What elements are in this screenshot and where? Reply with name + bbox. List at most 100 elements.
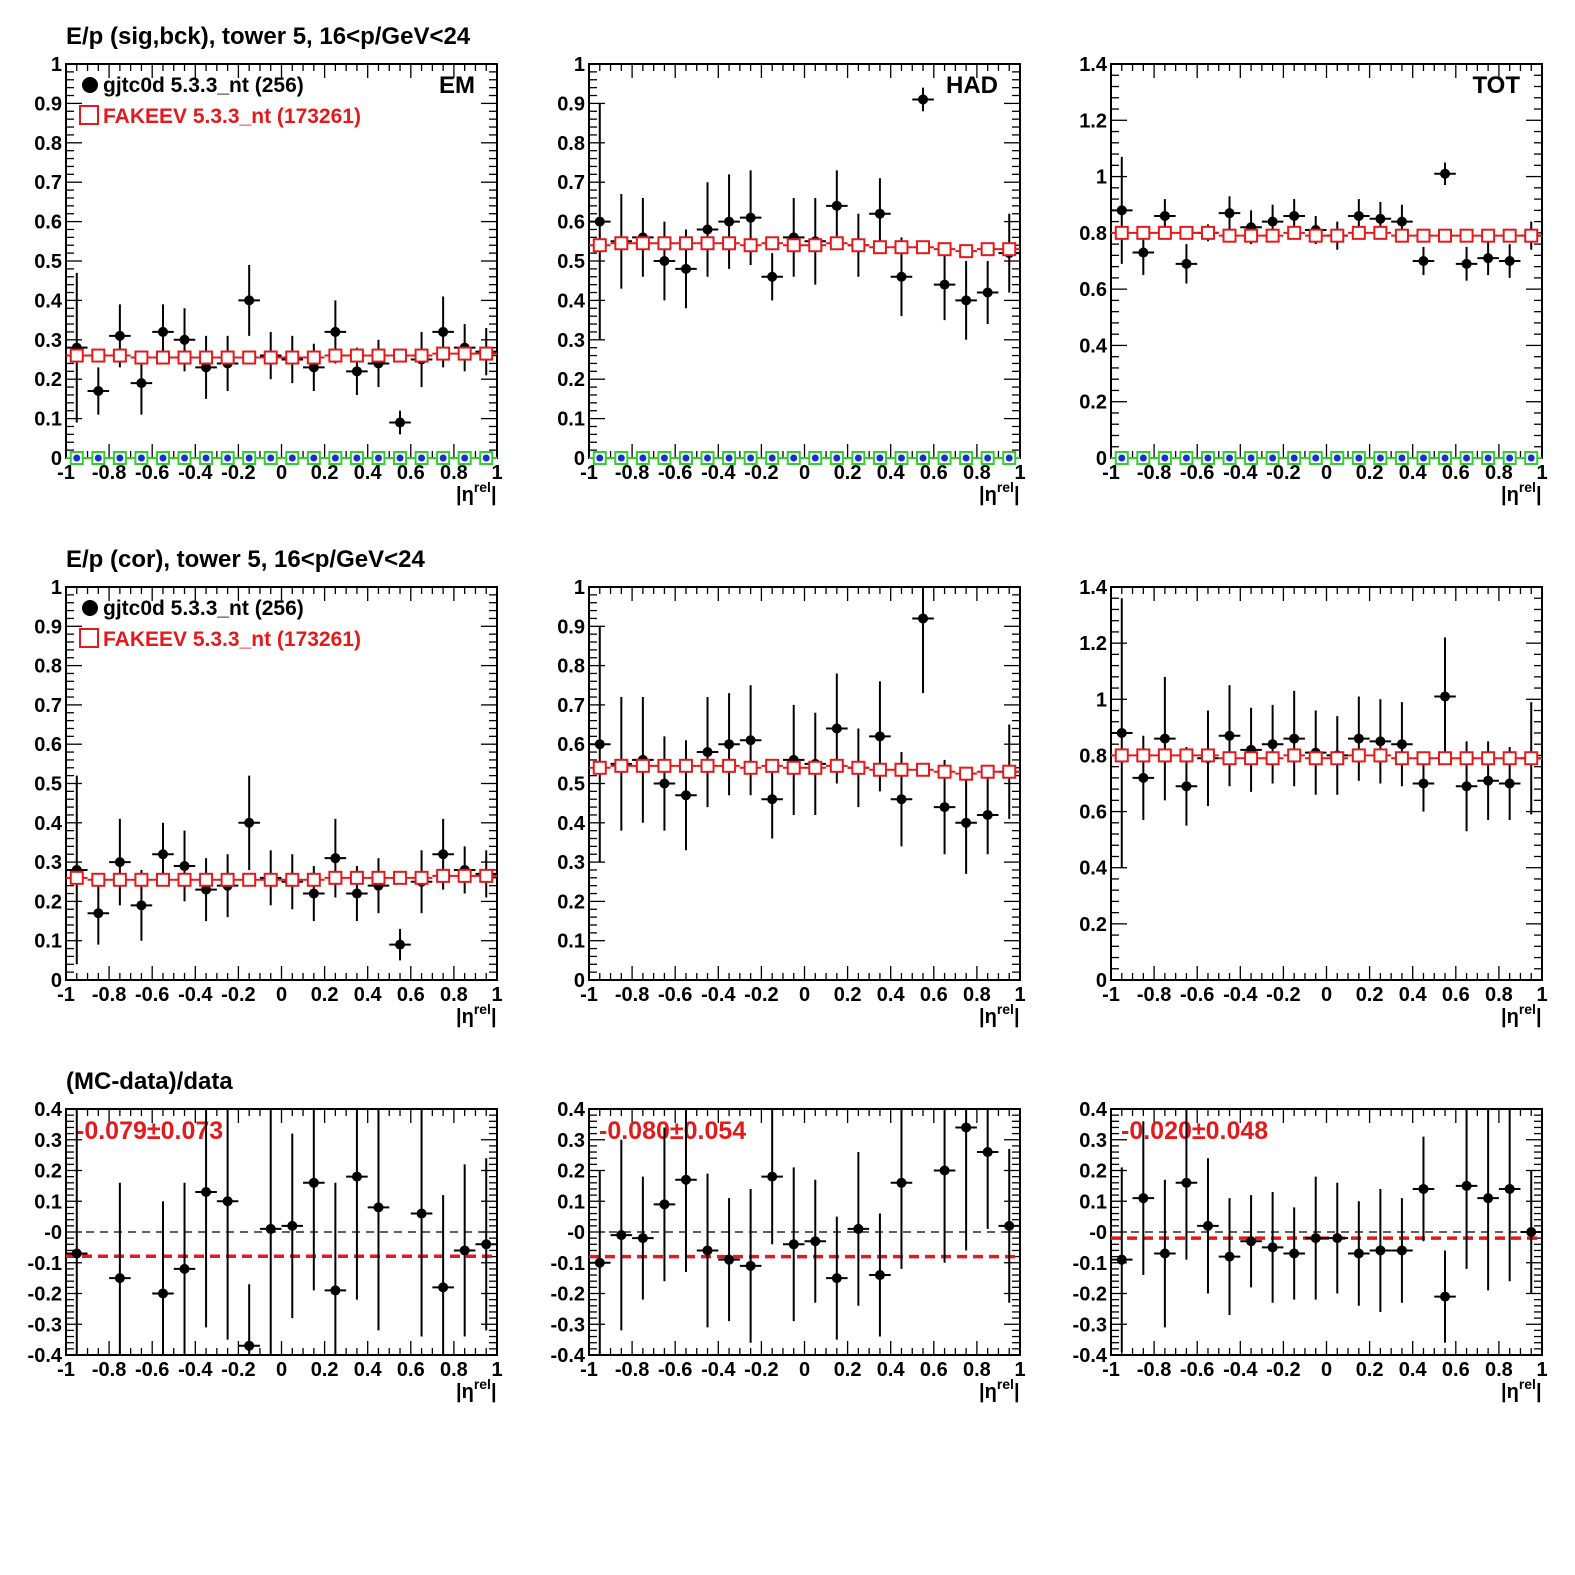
data-point: [1004, 1220, 1015, 1231]
x-tick-label: 0.6: [397, 462, 425, 484]
x-tick-label: -0.8: [1137, 1359, 1171, 1381]
data-point: [157, 1288, 168, 1299]
mc-point: [1351, 225, 1366, 240]
data-point: [1375, 1245, 1386, 1256]
bck-data-point: [439, 454, 447, 462]
series-fakeev: [66, 868, 497, 887]
x-tick-label: -1: [580, 1359, 598, 1381]
y-tick-label: 0.3: [34, 1130, 62, 1152]
data-point: [93, 908, 104, 919]
x-tick-label: -0.2: [1266, 462, 1300, 484]
series-fakeev: [1111, 748, 1542, 766]
x-axis-label-sup: rel: [474, 1001, 491, 1017]
x-axis-label-end: |: [1014, 484, 1020, 506]
x-tick-label: -0.6: [135, 1359, 169, 1381]
y-tick-label: 0.1: [34, 1191, 62, 1213]
mc-point: [743, 760, 758, 775]
bck-data-point: [639, 454, 647, 462]
y-tick-label: 1: [574, 577, 585, 599]
x-tick-label: -0.2: [1266, 1359, 1300, 1381]
data-point: [1418, 1183, 1429, 1194]
x-tick-label: -0.2: [744, 1359, 778, 1381]
panel-tot-cor: -1 -0.8 -0.6 -0.4 -0.2 0 0.2 0.4 0.6 0.8 1|ηrel|00…: [1079, 577, 1547, 1028]
x-tick-label: -0.2: [221, 1359, 255, 1381]
bck-data-point: [1355, 454, 1363, 462]
data-point: [1224, 208, 1235, 219]
x-tick-label: -0.6: [1180, 984, 1214, 1006]
bck-data-point: [245, 454, 253, 462]
data-point: [1310, 1233, 1321, 1244]
y-tick-label: 0.8: [557, 133, 585, 155]
data-point: [330, 326, 341, 337]
x-tick-label: -1: [57, 462, 75, 484]
data-point: [1353, 733, 1364, 744]
mc-point: [678, 236, 693, 251]
data-point: [788, 1239, 799, 1250]
y-tick-label: 0.6: [557, 734, 585, 756]
x-tick-label: -0.2: [744, 984, 778, 1006]
mc-point: [614, 758, 629, 773]
legend-marker-data: [82, 600, 98, 616]
y-tick-label: 0.6: [557, 212, 585, 234]
y-tick-label: 0.9: [557, 616, 585, 638]
data-point: [896, 271, 907, 282]
x-tick-label: 0.8: [440, 1359, 468, 1381]
legend-marker-mc: [79, 105, 99, 125]
mc-point: [700, 236, 715, 251]
x-tick-label: -0.8: [92, 984, 126, 1006]
data-point: [179, 334, 190, 345]
bck-data-point: [1506, 454, 1514, 462]
mc-point: [69, 870, 84, 885]
x-tick-label: 0: [799, 1359, 810, 1381]
y-tick-label: 0.8: [1079, 745, 1107, 767]
x-axis-label-base: |η: [979, 1381, 997, 1403]
data-point: [1396, 216, 1407, 227]
data-point: [71, 1248, 82, 1259]
x-tick-label: 0.6: [920, 462, 948, 484]
data-point: [93, 386, 104, 397]
data-point: [594, 739, 605, 750]
data-point: [939, 279, 950, 290]
mc-point: [635, 758, 650, 773]
data-point: [982, 809, 993, 820]
mc-point: [306, 872, 321, 887]
y-tick-label: 0.2: [34, 369, 62, 391]
bck-data-point: [1226, 454, 1234, 462]
mc-point: [1524, 751, 1539, 766]
bck-data-point: [1333, 454, 1341, 462]
x-tick-label: -1: [57, 1359, 75, 1381]
data-point: [395, 417, 406, 428]
mc-point: [1114, 225, 1129, 240]
mc-point: [916, 762, 931, 777]
y-tick-label: 0.1: [557, 409, 585, 431]
x-tick-label: -0.2: [1266, 984, 1300, 1006]
x-tick-label: 1: [1536, 984, 1547, 1006]
bck-data-point: [1290, 454, 1298, 462]
x-tick-label: 0.4: [1399, 984, 1428, 1006]
mc-point: [1200, 748, 1215, 763]
data-point: [438, 326, 449, 337]
mc-point: [177, 350, 192, 365]
x-tick-label: -0.8: [615, 984, 649, 1006]
bck-data-point: [1247, 454, 1255, 462]
data-point: [896, 1177, 907, 1188]
data-point: [745, 1260, 756, 1271]
y-tick-label: 0.3: [34, 330, 62, 352]
bck-data-point: [617, 454, 625, 462]
x-tick-label: 1: [491, 984, 502, 1006]
series-bck-data: [73, 454, 490, 462]
data-point: [1116, 205, 1127, 216]
data-point: [287, 1220, 298, 1231]
y-tick-label: 0.7: [34, 695, 62, 717]
series-bck-data: [1118, 454, 1535, 462]
data-point: [874, 1270, 885, 1281]
x-axis-label: |ηrel|: [1501, 1376, 1542, 1403]
x-axis-label-base: |η: [1501, 484, 1519, 506]
bck-data-point: [1269, 454, 1277, 462]
y-tick-label: -0: [567, 1222, 585, 1244]
mc-point: [916, 240, 931, 255]
data-point: [179, 861, 190, 872]
bck-data-point: [876, 454, 884, 462]
y-tick-label: 0: [574, 448, 585, 470]
bck-data-point: [1161, 454, 1169, 462]
